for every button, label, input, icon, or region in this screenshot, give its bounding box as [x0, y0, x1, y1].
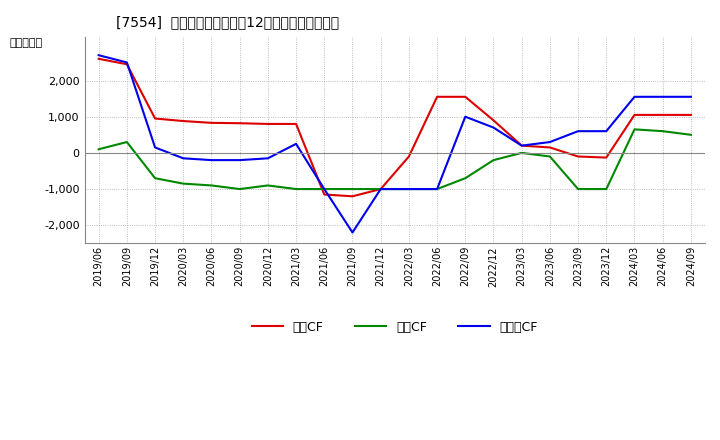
- フリーCF: [179, 156, 188, 161]
- 投資CF: [179, 181, 188, 186]
- 投資CF: [150, 176, 159, 181]
- 営業CF: [150, 116, 159, 121]
- 投資CF: [122, 139, 131, 145]
- フリーCF: [94, 52, 103, 58]
- 営業CF: [461, 94, 469, 99]
- フリーCF: [264, 156, 272, 161]
- フリーCF: [235, 158, 244, 163]
- 営業CF: [94, 56, 103, 62]
- 営業CF: [207, 120, 216, 125]
- 営業CF: [687, 112, 696, 117]
- フリーCF: [630, 94, 639, 99]
- フリーCF: [320, 187, 328, 192]
- Text: [7554]  キャッシュフローの12か月移動合計の推移: [7554] キャッシュフローの12か月移動合計の推移: [116, 15, 338, 29]
- 営業CF: [630, 112, 639, 117]
- 営業CF: [433, 94, 441, 99]
- 営業CF: [518, 143, 526, 148]
- フリーCF: [150, 145, 159, 150]
- Legend: 営業CF, 投資CF, フリーCF: 営業CF, 投資CF, フリーCF: [246, 315, 543, 338]
- 営業CF: [602, 155, 611, 160]
- 営業CF: [235, 121, 244, 126]
- 投資CF: [687, 132, 696, 137]
- フリーCF: [348, 230, 357, 235]
- 投資CF: [518, 150, 526, 155]
- 投資CF: [94, 147, 103, 152]
- 投資CF: [546, 154, 554, 159]
- Line: 投資CF: 投資CF: [99, 129, 691, 189]
- 投資CF: [489, 158, 498, 163]
- 投資CF: [348, 187, 357, 192]
- 投資CF: [461, 176, 469, 181]
- 営業CF: [489, 117, 498, 123]
- 営業CF: [574, 154, 582, 159]
- Line: フリーCF: フリーCF: [99, 55, 691, 232]
- 営業CF: [546, 145, 554, 150]
- 営業CF: [292, 121, 300, 127]
- 投資CF: [377, 187, 385, 192]
- 投資CF: [264, 183, 272, 188]
- 営業CF: [348, 194, 357, 199]
- 投資CF: [292, 187, 300, 192]
- フリーCF: [518, 143, 526, 148]
- 投資CF: [405, 187, 413, 192]
- フリーCF: [658, 94, 667, 99]
- フリーCF: [377, 187, 385, 192]
- 営業CF: [122, 62, 131, 67]
- Line: 営業CF: 営業CF: [99, 59, 691, 196]
- 営業CF: [405, 154, 413, 159]
- フリーCF: [122, 60, 131, 65]
- 営業CF: [320, 192, 328, 197]
- フリーCF: [292, 141, 300, 147]
- フリーCF: [207, 158, 216, 163]
- 投資CF: [658, 128, 667, 134]
- フリーCF: [405, 187, 413, 192]
- 投資CF: [433, 187, 441, 192]
- 営業CF: [658, 112, 667, 117]
- フリーCF: [574, 128, 582, 134]
- フリーCF: [546, 139, 554, 145]
- 投資CF: [207, 183, 216, 188]
- 投資CF: [320, 187, 328, 192]
- フリーCF: [489, 125, 498, 130]
- 投資CF: [630, 127, 639, 132]
- 営業CF: [377, 187, 385, 192]
- 投資CF: [602, 187, 611, 192]
- 営業CF: [179, 118, 188, 124]
- 営業CF: [264, 121, 272, 127]
- フリーCF: [433, 187, 441, 192]
- 投資CF: [235, 187, 244, 192]
- 投資CF: [574, 187, 582, 192]
- フリーCF: [461, 114, 469, 119]
- フリーCF: [687, 94, 696, 99]
- Y-axis label: （百万円）: （百万円）: [9, 38, 42, 48]
- フリーCF: [602, 128, 611, 134]
